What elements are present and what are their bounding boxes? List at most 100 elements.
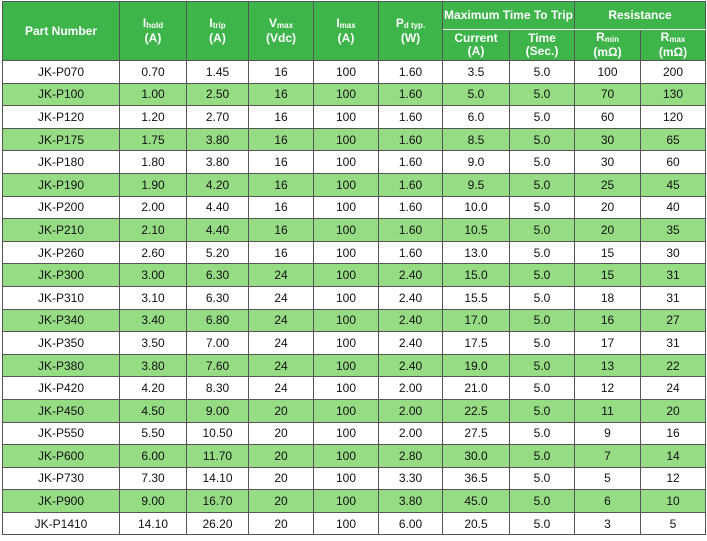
table-cell: 24: [248, 308, 314, 333]
table-cell: 1.60: [378, 195, 443, 220]
table-cell: 9: [574, 421, 642, 446]
table-cell: 20.5: [442, 511, 510, 536]
table-cell: 2.10: [119, 218, 187, 242]
table-cell: 100: [313, 82, 379, 107]
table-cell: 100: [313, 218, 379, 242]
table-cell: 24: [248, 263, 314, 287]
table-cell: 5.0: [508, 195, 576, 220]
header-symbol: I: [209, 16, 213, 30]
table-cell: 2.40: [378, 285, 443, 310]
table-cell: 16: [248, 195, 314, 220]
table-cell: 3.30: [378, 466, 443, 491]
table-cell: 20: [574, 218, 642, 242]
table-cell: 6: [574, 489, 642, 513]
table-cell: 120: [640, 105, 707, 129]
table-cell: 1.60: [378, 240, 443, 265]
table-cell: 1.45: [186, 60, 249, 84]
header-cell: Pd typ. (W): [378, 1, 443, 61]
table-cell: 2.00: [119, 195, 187, 220]
table-cell: 10: [640, 489, 707, 513]
table-cell: 100: [313, 308, 379, 333]
table-cell: 9.00: [119, 489, 187, 513]
table-cell: 4.20: [186, 172, 249, 197]
table-cell: 15.5: [442, 285, 510, 310]
table-row: JK-P900 9.00 16.70 20 100 3.80 45.0 5.0 6 10: [2, 489, 707, 513]
table-cell: 1.60: [378, 127, 443, 152]
table-cell: JK-P210: [2, 218, 120, 242]
table-cell: 16: [248, 105, 314, 129]
table-cell: 3.5: [442, 60, 510, 84]
table-cell: 17.5: [442, 331, 510, 355]
table-cell: JK-P200: [2, 195, 120, 220]
table-cell: 16: [248, 240, 314, 265]
header-cell: Rmax (mΩ): [640, 29, 707, 61]
table-cell: 100: [313, 172, 379, 197]
table-cell: 2.40: [378, 308, 443, 333]
table-cell: 27.5: [442, 421, 510, 446]
table-cell: 5.0: [508, 444, 576, 468]
table-cell: 100: [313, 398, 379, 423]
table-cell: JK-P070: [2, 60, 120, 84]
table-cell: 16: [248, 218, 314, 242]
table-cell: 100: [313, 466, 379, 491]
table-cell: 3.40: [119, 308, 187, 333]
table-cell: 5.0: [508, 263, 576, 287]
header-cell: Itrip (A): [186, 1, 249, 61]
header-symbol: I: [142, 16, 147, 30]
table-cell: 20: [248, 466, 314, 491]
header-subscript: max: [669, 35, 686, 44]
table-cell: 5.20: [186, 240, 249, 265]
table-cell: 9.0: [442, 150, 510, 174]
table-cell: JK-P180: [2, 150, 120, 174]
table-cell: 5: [574, 466, 642, 491]
table-cell: 2.70: [186, 105, 249, 129]
table-cell: 1.60: [378, 82, 443, 107]
header-group: Resistance: [574, 1, 707, 30]
table-cell: 5.0: [508, 218, 576, 242]
table-cell: 100: [313, 444, 379, 468]
header-unit: (mΩ): [658, 45, 688, 59]
table-cell: 2.00: [378, 398, 443, 423]
table-cell: 24: [248, 376, 314, 400]
table-row: JK-P070 0.70 1.45 16 100 1.60 3.5 5.0 100 200: [2, 60, 707, 84]
table-cell: JK-P120: [2, 105, 120, 129]
table-cell: 4.50: [119, 398, 187, 423]
table-cell: 70: [574, 82, 642, 107]
table-cell: 14.10: [119, 511, 187, 536]
header-subscript: trip: [212, 21, 226, 30]
header-subscript: d typ.: [403, 21, 426, 30]
header-subscript: max: [277, 21, 294, 30]
table-cell: 22: [640, 353, 707, 378]
header-cell: Ihold (A): [119, 1, 187, 61]
table-cell: 1.60: [378, 60, 443, 84]
table-cell: 3.80: [378, 489, 443, 513]
table-row: JK-P190 1.90 4.20 16 100 1.60 9.5 5.0 25 45: [2, 172, 707, 197]
table-cell: 100: [313, 376, 379, 400]
header-cell: Imax (A): [313, 1, 379, 61]
table-row: JK-P730 7.30 14.10 20 100 3.30 36.5 5.0 5 12: [2, 466, 707, 491]
header-symbol: I: [336, 16, 340, 30]
table-cell: 100: [313, 285, 379, 310]
table-cell: 16.70: [186, 489, 249, 513]
table-cell: 17.0: [442, 308, 510, 333]
table-cell: 1.80: [119, 150, 187, 174]
table-cell: 65: [640, 127, 707, 152]
table-row: JK-P100 1.00 2.50 16 100 1.60 5.0 5.0 70 130: [2, 82, 707, 107]
table-cell: 16: [574, 308, 642, 333]
table-cell: 16: [248, 82, 314, 107]
table-cell: 30: [574, 150, 642, 174]
table-row: JK-P600 6.00 11.70 20 100 2.80 30.0 5.0 7 14: [2, 444, 707, 468]
header-cell: Current (A): [442, 29, 510, 61]
table-cell: 30.0: [442, 444, 510, 468]
table-cell: 13: [574, 353, 642, 378]
table-cell: JK-P420: [2, 376, 120, 400]
table-cell: 5.0: [508, 421, 576, 446]
table-cell: 5.0: [508, 285, 576, 310]
header-symbol: R: [660, 30, 670, 44]
header-row: Part Number Ihold (A) Itrip (A) Vmax (Vdc) Imax…: [2, 1, 707, 61]
header-symbol: V: [268, 16, 277, 30]
table-header: Part Number Ihold (A) Itrip (A) Vmax (Vdc) Imax…: [2, 1, 707, 61]
table-cell: 8.30: [186, 376, 249, 400]
table-cell: 7: [574, 444, 642, 468]
table-body: JK-P070 0.70 1.45 16 100 1.60 3.5 5.0 100 200 JK-P…: [2, 60, 707, 536]
